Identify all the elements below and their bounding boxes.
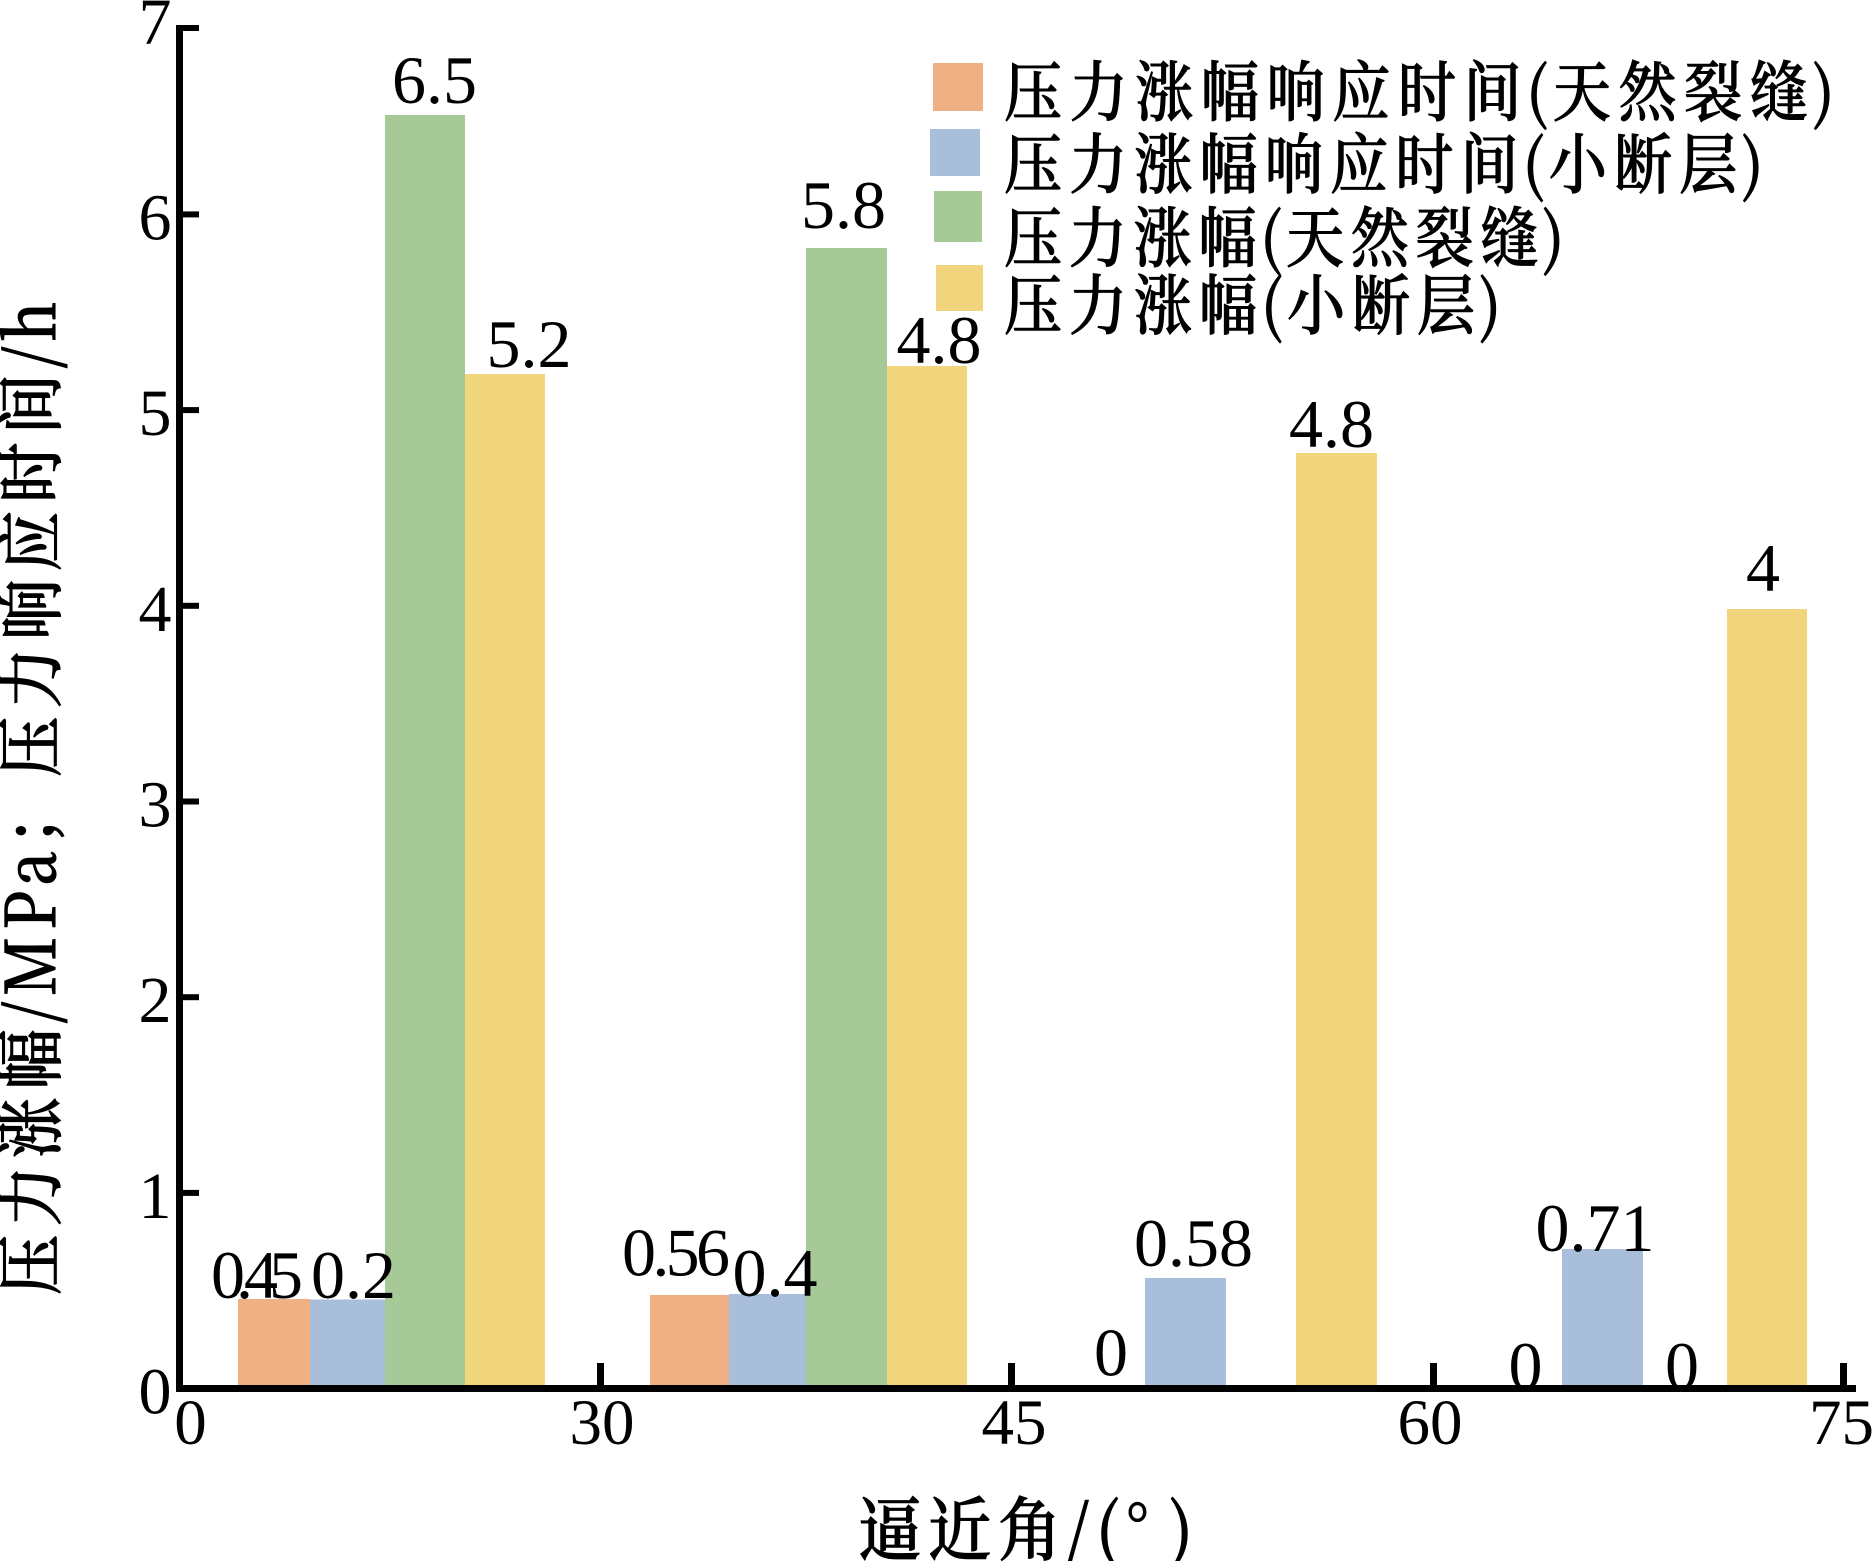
svg-text:75: 75 — [1809, 1387, 1872, 1459]
svg-text:0: 0 — [1665, 1328, 1699, 1404]
svg-text:45: 45 — [982, 1387, 1047, 1459]
svg-text:4.8: 4.8 — [1289, 386, 1374, 462]
svg-text:1: 1 — [139, 1160, 172, 1233]
svg-text:0: 0 — [174, 1387, 207, 1459]
svg-text:5.2: 5.2 — [487, 306, 572, 382]
svg-text:6.5: 6.5 — [392, 42, 477, 118]
svg-text:0.71: 0.71 — [1536, 1190, 1655, 1266]
svg-text:5: 5 — [139, 377, 172, 450]
svg-text:0.56: 0.56 — [622, 1215, 730, 1291]
svg-text:0: 0 — [1509, 1328, 1543, 1404]
svg-text:60: 60 — [1398, 1387, 1463, 1459]
svg-text:30: 30 — [570, 1387, 635, 1459]
svg-text:0.45: 0.45 — [211, 1237, 303, 1313]
svg-text:5.8: 5.8 — [801, 167, 886, 243]
svg-text:4: 4 — [139, 573, 172, 646]
svg-text:0.4: 0.4 — [733, 1235, 818, 1311]
svg-text:2: 2 — [139, 964, 172, 1037]
svg-text:6: 6 — [139, 181, 172, 254]
svg-text:0: 0 — [1094, 1315, 1128, 1391]
svg-text:0.58: 0.58 — [1134, 1205, 1253, 1281]
svg-text:4.8: 4.8 — [897, 302, 982, 378]
svg-text:7: 7 — [139, 0, 172, 59]
svg-text:0.2: 0.2 — [311, 1237, 396, 1313]
svg-text:0: 0 — [139, 1356, 172, 1429]
svg-text:3: 3 — [139, 769, 172, 842]
svg-text:4: 4 — [1746, 530, 1780, 606]
